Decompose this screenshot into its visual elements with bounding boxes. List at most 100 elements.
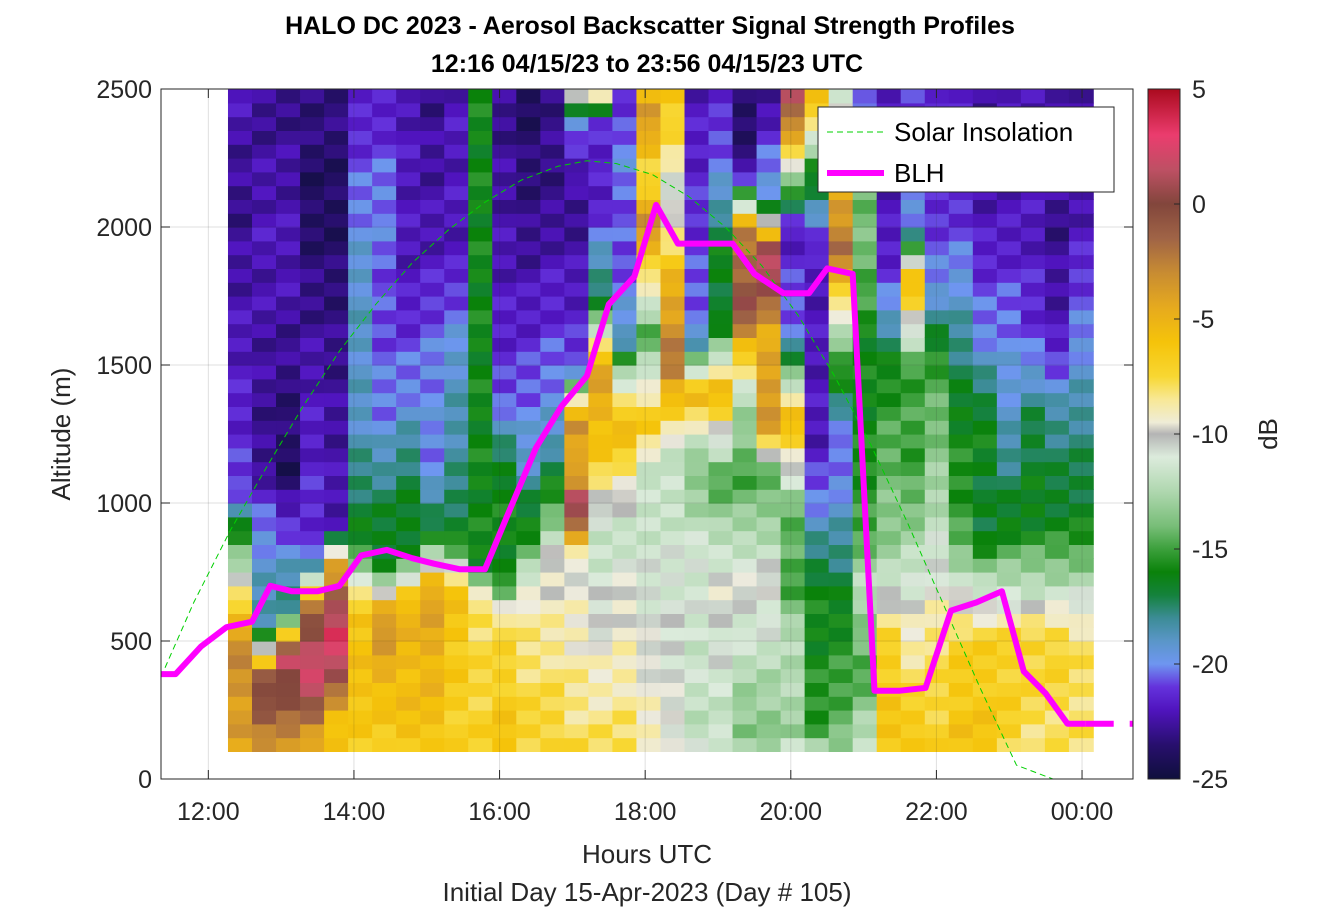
heatmap-cell [876,668,902,683]
heatmap-cell [708,323,734,338]
heatmap-cell [588,254,614,269]
heatmap-cell [636,296,662,311]
heatmap-cell [564,434,590,449]
heatmap-cell [1020,323,1046,338]
heatmap-cell [876,641,902,656]
heatmap-cell [276,530,301,545]
heatmap-cell [1044,296,1070,311]
heatmap-cell [612,530,638,545]
heatmap-cell [564,185,590,200]
heatmap-cell [348,503,373,518]
heatmap-cell [780,102,806,118]
heatmap-cell [972,627,998,642]
heatmap-cell [660,710,686,725]
heatmap-cell [252,544,277,559]
heatmap-cell [516,240,542,256]
heatmap-cell [1020,737,1046,752]
heatmap-cell [756,585,782,601]
heatmap-cell [252,116,277,131]
heatmap-cell [540,116,566,131]
heatmap-cell [996,475,1022,490]
heatmap-cell [732,627,758,642]
heatmap-cell [227,434,253,449]
heatmap-cell [1068,199,1094,214]
heatmap-cell [1068,544,1094,559]
heatmap-cell [468,240,494,256]
heatmap-cell [948,572,974,587]
heatmap-cell [444,116,470,131]
heatmap-cell [732,599,758,614]
heatmap-cell [227,696,253,711]
heatmap-cell [684,544,710,559]
heatmap-cell [348,130,373,145]
heatmap-cell [468,392,494,407]
heatmap-cell [972,723,998,739]
heatmap-cell [444,240,470,256]
heatmap-cell [420,213,446,228]
heatmap-cell [876,296,902,311]
heatmap-cell [996,503,1022,518]
heatmap-cell [348,406,373,421]
heatmap-cell [324,406,349,421]
heatmap-cell [996,572,1022,587]
heatmap-cell [516,323,542,338]
heatmap-cell [300,254,325,269]
heatmap-cell [468,116,494,131]
heatmap-cell [636,627,662,642]
heatmap-cell [300,696,325,711]
heatmap-cell [1068,654,1094,670]
heatmap-cell [684,144,710,159]
heatmap-cell [420,654,446,670]
heatmap-cell [396,337,422,352]
heatmap-cell [660,696,686,711]
heatmap-cell [732,282,758,297]
heatmap-cell [1020,351,1046,366]
heatmap-cell [300,641,325,656]
heatmap-cell [372,599,397,614]
heatmap-cell [708,516,734,532]
heatmap-cell [227,144,253,159]
heatmap-cell [252,102,277,118]
heatmap-cell [780,627,806,642]
heatmap-cell [227,475,253,490]
heatmap-cell [227,420,253,435]
heatmap-cell [516,503,542,518]
heatmap-cell [612,544,638,559]
heatmap-cell [324,199,349,214]
heatmap-cell [708,116,734,131]
heatmap-cell [636,516,662,532]
heatmap-cell [636,406,662,421]
heatmap-cell [732,654,758,670]
heatmap-cell [1044,240,1070,256]
heatmap-cell [396,641,422,656]
heatmap-cell [780,213,806,228]
heatmap-cell [732,309,758,325]
heatmap-cell [276,654,301,670]
heatmap-cell [684,392,710,407]
heatmap-cell [540,240,566,256]
heatmap-cell [396,710,422,725]
heatmap-cell [1068,296,1094,311]
heatmap-cell [708,544,734,559]
heatmap-cell [1044,309,1070,325]
heatmap-cell [252,323,277,338]
heatmap-cell [300,710,325,725]
heatmap-cell [876,282,902,297]
heatmap-cell [492,102,518,118]
heatmap-cell [516,668,542,683]
heatmap-cell [300,392,325,407]
heatmap-cell [564,406,590,421]
heatmap-cell [348,420,373,435]
heatmap-cell [1044,337,1070,352]
heatmap-cell [276,599,301,614]
heatmap-cell [516,144,542,159]
heatmap-cell [732,737,758,752]
heatmap-cell [516,102,542,118]
heatmap-cell [1044,282,1070,297]
heatmap-cell [708,392,734,407]
heatmap-cell [924,254,950,269]
heatmap-cell [900,268,926,283]
heatmap-cell [324,254,349,269]
heatmap-cell [468,130,494,145]
heatmap-cell [420,503,446,518]
